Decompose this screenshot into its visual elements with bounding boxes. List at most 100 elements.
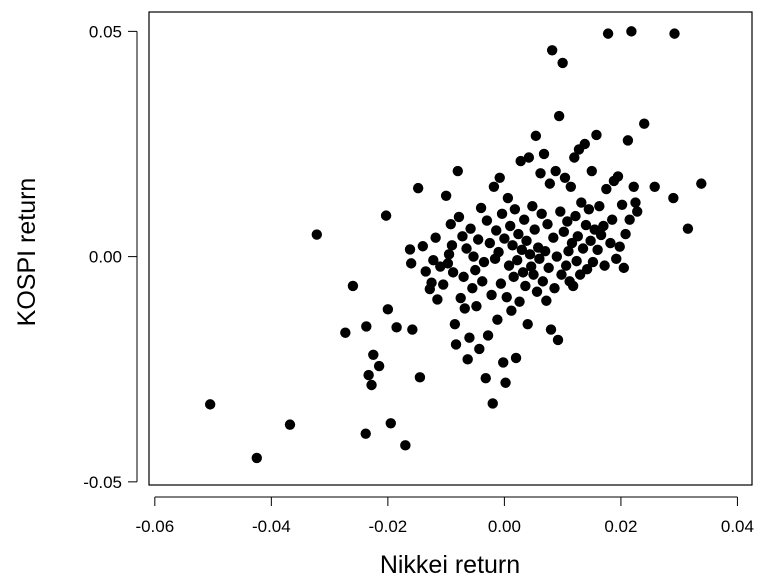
data-point — [599, 260, 610, 271]
y-axis-title: KOSPI return — [13, 178, 41, 327]
data-point — [529, 224, 540, 235]
data-point — [447, 267, 459, 278]
data-point — [550, 165, 561, 177]
data-point — [611, 253, 622, 265]
data-point — [443, 249, 455, 260]
data-point — [577, 243, 589, 254]
data-point — [594, 200, 605, 212]
data-point — [669, 28, 680, 39]
data-point — [639, 118, 650, 129]
data-point — [616, 199, 628, 211]
data-point — [482, 330, 494, 341]
data-point — [311, 229, 322, 240]
data-point — [380, 210, 392, 221]
data-point — [626, 26, 637, 37]
data-point — [426, 277, 437, 288]
data-point — [521, 235, 532, 247]
data-point — [519, 214, 530, 225]
data-point — [574, 269, 586, 280]
data-point — [587, 256, 599, 268]
data-point — [507, 240, 518, 251]
data-point — [524, 249, 536, 260]
data-point — [530, 130, 542, 142]
x-tick-label: -0.06 — [135, 517, 174, 536]
data-point — [595, 229, 607, 241]
y-tick-label: 0.05 — [89, 22, 122, 41]
x-tick-label: -0.04 — [252, 517, 291, 536]
data-point — [464, 332, 475, 343]
data-point — [598, 220, 609, 232]
data-point — [606, 214, 618, 225]
data-point — [614, 241, 625, 252]
data-point — [696, 178, 707, 189]
data-point — [579, 138, 590, 150]
data-point — [612, 171, 624, 182]
data-point — [505, 220, 516, 232]
data-point — [449, 318, 461, 330]
data-point — [514, 296, 525, 307]
data-point — [414, 372, 426, 383]
data-point — [620, 228, 631, 240]
data-point — [491, 225, 502, 236]
data-point — [580, 219, 592, 231]
y-axis: -0.05 0.00 0.05 — [83, 22, 138, 492]
data-point — [430, 232, 441, 243]
data-point — [605, 237, 616, 249]
data-point — [508, 271, 519, 283]
data-point — [446, 240, 458, 251]
data-point — [509, 204, 521, 215]
data-point — [405, 258, 417, 269]
data-point — [492, 314, 503, 325]
data-point — [363, 369, 374, 381]
data-point — [475, 202, 487, 214]
data-point — [531, 286, 543, 297]
data-point — [340, 327, 351, 338]
data-point — [385, 418, 396, 429]
data-point — [624, 214, 635, 225]
data-point — [601, 183, 612, 195]
data-point — [470, 264, 481, 276]
data-point — [565, 181, 577, 192]
data-point — [632, 206, 643, 217]
data-point — [432, 294, 443, 305]
data-point — [649, 181, 660, 192]
data-point — [534, 253, 545, 265]
data-point — [538, 148, 550, 160]
data-point — [440, 190, 452, 201]
data-point — [457, 231, 468, 242]
data-point — [499, 233, 510, 244]
data-point — [535, 168, 546, 179]
data-point — [496, 208, 508, 220]
data-point — [471, 300, 482, 312]
data-point — [495, 278, 507, 289]
data-point — [557, 57, 568, 69]
data-point — [559, 172, 571, 183]
data-point — [474, 343, 485, 355]
data-point — [537, 276, 549, 287]
data-point — [551, 251, 563, 262]
data-point — [484, 237, 496, 249]
data-point — [368, 349, 379, 361]
data-point — [486, 289, 497, 301]
data-point — [515, 155, 526, 167]
data-point — [576, 197, 587, 208]
data-point — [545, 324, 557, 335]
data-point — [569, 152, 580, 163]
data-point — [498, 357, 509, 368]
data-point — [502, 192, 514, 204]
data-point — [586, 165, 597, 177]
y-tick-label: 0.00 — [89, 248, 122, 267]
data-point — [630, 197, 641, 208]
data-point — [458, 271, 469, 283]
data-point — [462, 354, 473, 365]
data-point — [528, 269, 539, 280]
data-point — [360, 428, 371, 439]
data-point — [494, 172, 505, 183]
y-tick-label: -0.05 — [83, 473, 122, 492]
data-point — [542, 218, 553, 230]
data-point — [284, 419, 296, 430]
data-point — [204, 399, 216, 410]
x-axis: -0.06 -0.04 -0.02 0.00 0.02 0.04 — [135, 496, 754, 536]
data-point — [493, 246, 504, 258]
data-point — [510, 352, 522, 364]
